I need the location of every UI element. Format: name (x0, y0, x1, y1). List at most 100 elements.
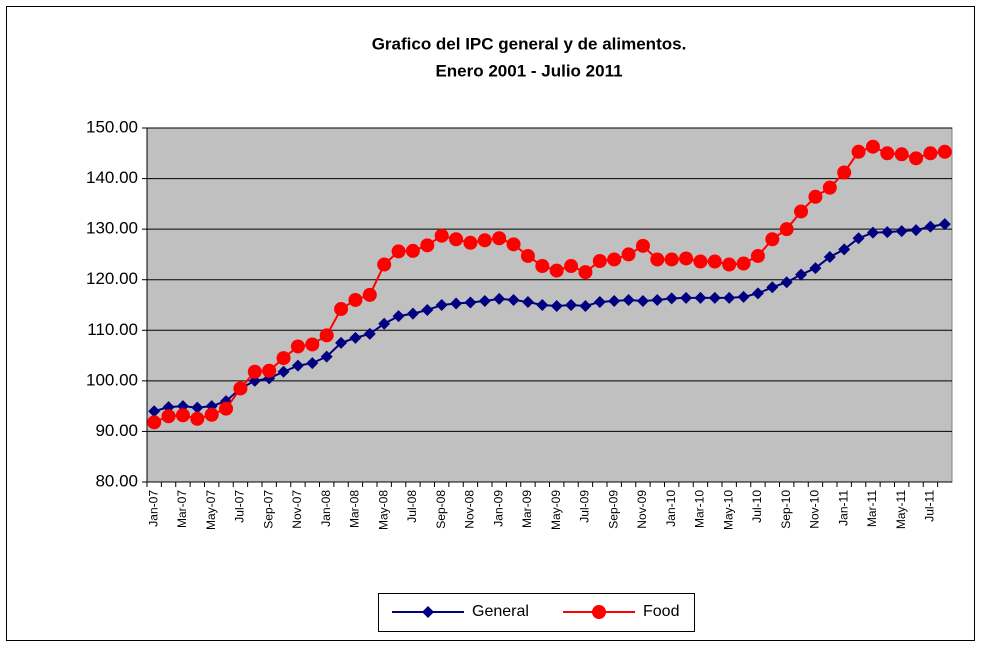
data-point (306, 357, 319, 370)
y-tick-label: 140.00 (86, 168, 138, 187)
x-tick-label: Jul-08 (405, 490, 419, 523)
data-point (477, 233, 492, 248)
data-point (722, 257, 737, 272)
data-point (866, 226, 879, 239)
data-point (420, 238, 435, 253)
x-tick-label: Nov-08 (463, 490, 477, 529)
x-tick-label: Nov-10 (808, 490, 822, 529)
x-tick-label: Jul-11 (923, 490, 937, 522)
data-point (564, 259, 579, 274)
data-point (450, 297, 463, 310)
data-point (766, 281, 779, 294)
data-point (405, 243, 420, 258)
data-point (679, 251, 694, 266)
y-tick-label: 80.00 (95, 471, 138, 490)
data-point (335, 336, 348, 349)
data-point (392, 310, 405, 323)
data-point (190, 411, 205, 426)
x-tick-label: Mar-09 (520, 490, 534, 528)
x-tick-label: May-08 (376, 490, 390, 530)
data-point (895, 225, 908, 238)
data-point (750, 248, 765, 263)
data-point (219, 401, 234, 416)
data-point (592, 254, 607, 269)
data-point (362, 287, 377, 302)
data-point (636, 294, 649, 307)
data-point (593, 295, 606, 308)
data-point (894, 147, 909, 162)
data-point (247, 364, 262, 379)
chart-subtitle: Enero 2001 - Julio 2011 (435, 61, 622, 80)
data-point (579, 300, 592, 313)
data-point (865, 139, 880, 154)
data-point (204, 407, 219, 422)
data-point (780, 276, 793, 289)
x-tick-label: May-09 (549, 490, 563, 530)
x-tick-label: Jul-09 (578, 490, 592, 523)
x-tick-label: Jan-08 (319, 490, 333, 527)
data-point (808, 189, 823, 204)
data-point (822, 180, 837, 195)
data-point (837, 165, 852, 180)
data-point (909, 151, 924, 166)
x-tick-label: Sep-07 (261, 490, 275, 529)
data-point (391, 244, 406, 259)
data-point (291, 359, 304, 372)
data-point (290, 339, 305, 354)
x-tick-label: May-11 (894, 490, 908, 529)
data-point (924, 220, 937, 233)
data-point (880, 146, 895, 161)
data-point (492, 231, 507, 246)
data-point (507, 293, 520, 306)
x-tick-label: Nov-09 (635, 490, 649, 529)
data-point (910, 224, 923, 237)
data-point (578, 265, 593, 280)
x-tick-label: Nov-07 (290, 490, 304, 529)
data-point (779, 222, 794, 237)
y-tick-label: 120.00 (86, 269, 138, 288)
data-point (363, 327, 376, 340)
x-tick-label: May-10 (721, 490, 735, 530)
data-point (334, 302, 349, 317)
data-point (708, 291, 721, 304)
y-tick-label: 130.00 (86, 219, 138, 238)
data-point (148, 405, 161, 418)
data-point (565, 299, 578, 311)
data-point (693, 254, 708, 269)
data-point (377, 257, 392, 272)
data-point (175, 408, 190, 423)
x-tick-label: Jul-10 (750, 490, 764, 523)
data-point (536, 299, 549, 311)
x-tick-label: Jan-07 (146, 490, 160, 527)
y-tick-label: 100.00 (86, 370, 138, 389)
data-point (736, 256, 751, 271)
x-tick-label: Mar-11 (865, 490, 879, 527)
data-point (881, 226, 894, 239)
data-point (434, 228, 449, 243)
x-tick-label: Mar-10 (693, 490, 707, 528)
data-point (635, 238, 650, 253)
x-tick-label: Jul-07 (233, 490, 247, 523)
data-point (795, 268, 808, 281)
data-point (665, 292, 678, 305)
data-point (449, 232, 464, 247)
data-point (421, 304, 434, 317)
x-tick-label: Sep-10 (779, 490, 793, 529)
data-point (464, 296, 477, 309)
data-point (406, 307, 419, 320)
data-point (651, 293, 664, 306)
data-point (794, 204, 809, 219)
data-point (751, 287, 764, 300)
data-point (622, 293, 635, 306)
x-tick-label: Jan-11 (836, 490, 850, 526)
data-point (765, 232, 780, 247)
data-point (320, 350, 333, 363)
y-tick-label: 150.00 (86, 117, 138, 136)
data-point (161, 409, 176, 424)
data-point (493, 292, 506, 305)
x-tick-label: Mar-07 (175, 490, 189, 528)
data-point (435, 299, 448, 311)
data-point (349, 331, 362, 344)
x-tick-label: May-07 (204, 490, 218, 530)
data-point (923, 146, 938, 161)
